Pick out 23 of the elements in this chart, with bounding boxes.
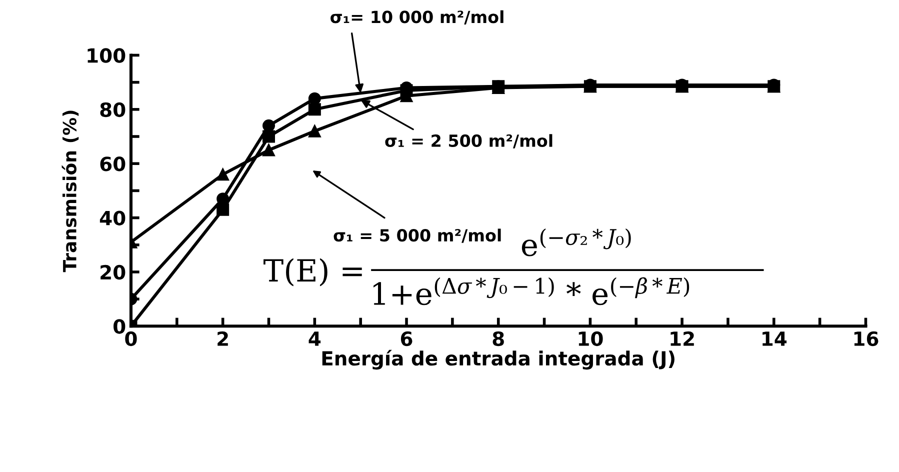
- x-axis-title: Energía de entrada integrada (J): [322, 350, 674, 370]
- x-tick-label: 16: [854, 331, 878, 346]
- y-tick-label: 100: [88, 48, 126, 63]
- x-tick-label: 0: [125, 331, 137, 346]
- annotation: σ₁ = 2 500 m²/mol: [385, 134, 552, 148]
- x-tick-label: 4: [308, 332, 321, 346]
- annotation: e$^{(−σ₂*J₀)}$: [522, 228, 631, 256]
- x-tick-label: 10: [578, 331, 603, 346]
- annotation: σ₁ = 5 000 m²/mol: [334, 228, 501, 243]
- y-axis-title: Transmisión (%): [62, 110, 79, 272]
- annotation: σ₁= 10 000 m²/mol: [330, 10, 504, 25]
- y-tick-label: 60: [100, 156, 126, 172]
- x-tick-label: 6: [400, 331, 412, 346]
- x-tick-label: 2: [218, 331, 228, 346]
- y-tick-label: 40: [100, 210, 126, 226]
- y-tick-label: 80: [100, 102, 126, 118]
- x-tick-label: 8: [492, 331, 504, 346]
- y-tick-label: 0: [114, 319, 126, 334]
- x-tick-label: 14: [762, 332, 787, 346]
- x-tick-label: 12: [670, 331, 694, 346]
- annotation: T(E) =: [264, 258, 362, 286]
- annotation: 1+e$^{(Δσ*J₀−1)}$ * e$^{(−β*E)}$: [374, 277, 690, 306]
- y-tick-label: 20: [100, 264, 126, 280]
